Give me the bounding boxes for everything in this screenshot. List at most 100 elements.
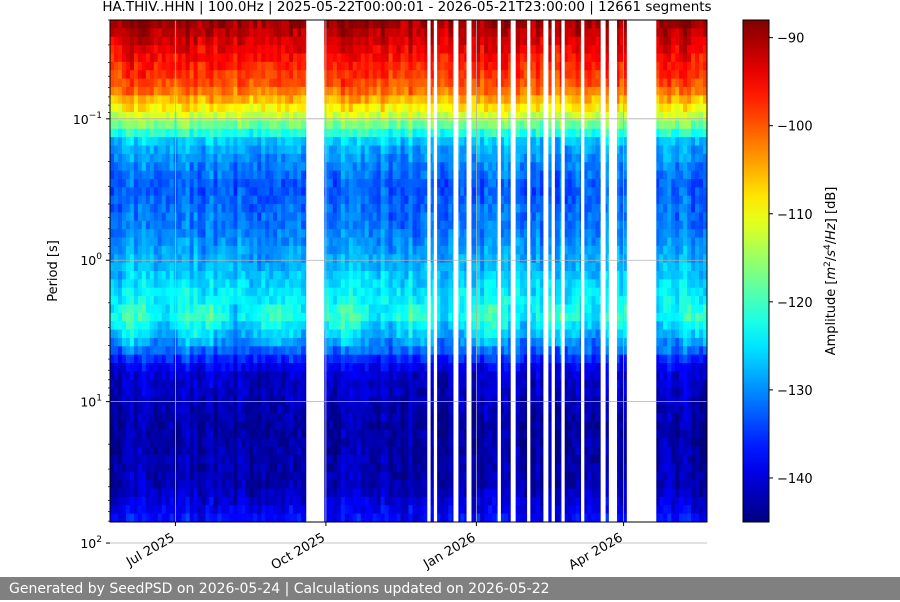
heatmap-cell xyxy=(206,463,211,472)
heatmap-cell xyxy=(409,146,414,155)
heatmap-cell xyxy=(401,405,406,414)
heatmap-cell xyxy=(416,480,421,489)
heatmap-cell xyxy=(273,455,278,464)
heatmap-cell xyxy=(349,20,354,29)
heatmap-cell xyxy=(333,187,338,196)
heatmap-cell xyxy=(369,338,374,347)
heatmap-cell xyxy=(385,196,390,205)
heatmap-cell xyxy=(198,397,203,406)
heatmap-cell xyxy=(206,212,211,221)
heatmap-cell xyxy=(178,104,183,113)
heatmap-cell xyxy=(373,288,378,297)
heatmap-cell xyxy=(297,162,302,171)
heatmap-cell xyxy=(401,146,406,155)
heatmap-cell xyxy=(341,330,346,339)
heatmap-cell xyxy=(273,146,278,155)
heatmap-cell xyxy=(134,79,139,88)
heatmap-cell xyxy=(225,397,230,406)
heatmap-cell xyxy=(301,388,306,397)
heatmap-cell xyxy=(333,162,338,171)
heatmap-cell xyxy=(401,95,406,104)
heatmap-cell xyxy=(174,146,179,155)
heatmap-cell xyxy=(213,137,218,146)
heatmap-cell xyxy=(277,313,282,322)
heatmap-cell xyxy=(233,497,238,506)
heatmap-cell xyxy=(150,279,155,288)
heatmap-cell xyxy=(178,154,183,163)
heatmap-cell xyxy=(353,45,358,54)
heatmap-cell xyxy=(114,120,119,129)
heatmap-cell xyxy=(225,129,230,138)
heatmap-cell xyxy=(381,438,386,447)
heatmap-cell xyxy=(285,397,290,406)
heatmap-cell xyxy=(178,463,183,472)
heatmap-cell xyxy=(237,28,242,37)
heatmap-cell xyxy=(412,279,417,288)
heatmap-cell xyxy=(190,422,195,431)
heatmap-cell xyxy=(134,363,139,372)
heatmap-cell xyxy=(353,254,358,263)
heatmap-cell xyxy=(285,346,290,355)
heatmap-cell xyxy=(365,79,370,88)
heatmap-cell xyxy=(357,254,362,263)
heatmap-cell xyxy=(245,53,250,62)
heatmap-cell xyxy=(412,380,417,389)
heatmap-cell xyxy=(361,463,366,472)
heatmap-cell xyxy=(213,120,218,129)
heatmap-cell xyxy=(341,505,346,514)
heatmap-cell xyxy=(369,112,374,121)
heatmap-cell xyxy=(365,455,370,464)
heatmap-cell xyxy=(397,137,402,146)
heatmap-cell xyxy=(401,162,406,171)
heatmap-cell xyxy=(285,422,290,431)
heatmap-cell xyxy=(405,355,410,364)
heatmap-cell xyxy=(186,363,191,372)
heatmap-cell xyxy=(261,413,266,422)
heatmap-cell xyxy=(393,221,398,230)
heatmap-cell xyxy=(182,229,187,238)
heatmap-cell xyxy=(412,87,417,96)
heatmap-cell xyxy=(416,505,421,514)
heatmap-cell xyxy=(202,472,207,481)
heatmap-cell xyxy=(253,371,258,380)
heatmap-cell xyxy=(150,463,155,472)
heatmap-cell xyxy=(130,330,135,339)
heatmap-cell xyxy=(405,137,410,146)
heatmap-cell xyxy=(225,321,230,330)
heatmap-cell xyxy=(229,79,234,88)
heatmap-cell xyxy=(194,355,199,364)
heatmap-cell xyxy=(202,338,207,347)
heatmap-cell xyxy=(166,196,171,205)
heatmap-cell xyxy=(194,137,199,146)
heatmap-cell xyxy=(333,28,338,37)
heatmap-cell xyxy=(293,413,298,422)
heatmap-cell xyxy=(170,472,175,481)
heatmap-cell xyxy=(377,212,382,221)
heatmap-cell xyxy=(393,288,398,297)
heatmap-cell xyxy=(405,95,410,104)
heatmap-cell xyxy=(182,304,187,313)
heatmap-cell xyxy=(397,330,402,339)
heatmap-cell xyxy=(269,447,274,456)
heatmap-cell xyxy=(405,489,410,498)
heatmap-cell xyxy=(178,346,183,355)
heatmap-cell xyxy=(118,463,123,472)
heatmap-cell xyxy=(202,447,207,456)
heatmap-cell xyxy=(405,338,410,347)
heatmap-cell xyxy=(206,104,211,113)
heatmap-cell xyxy=(166,321,171,330)
heatmap-cell xyxy=(190,321,195,330)
heatmap-cell xyxy=(277,62,282,71)
heatmap-cell xyxy=(206,112,211,121)
heatmap-cell xyxy=(186,129,191,138)
heatmap-cell xyxy=(210,405,215,414)
heatmap-cell xyxy=(269,212,274,221)
heatmap-cell xyxy=(202,355,207,364)
heatmap-cell xyxy=(377,380,382,389)
heatmap-cell xyxy=(385,254,390,263)
heatmap-cell xyxy=(253,497,258,506)
heatmap-cell xyxy=(385,53,390,62)
heatmap-cell xyxy=(217,288,222,297)
heatmap-cell xyxy=(401,53,406,62)
heatmap-cell xyxy=(377,463,382,472)
